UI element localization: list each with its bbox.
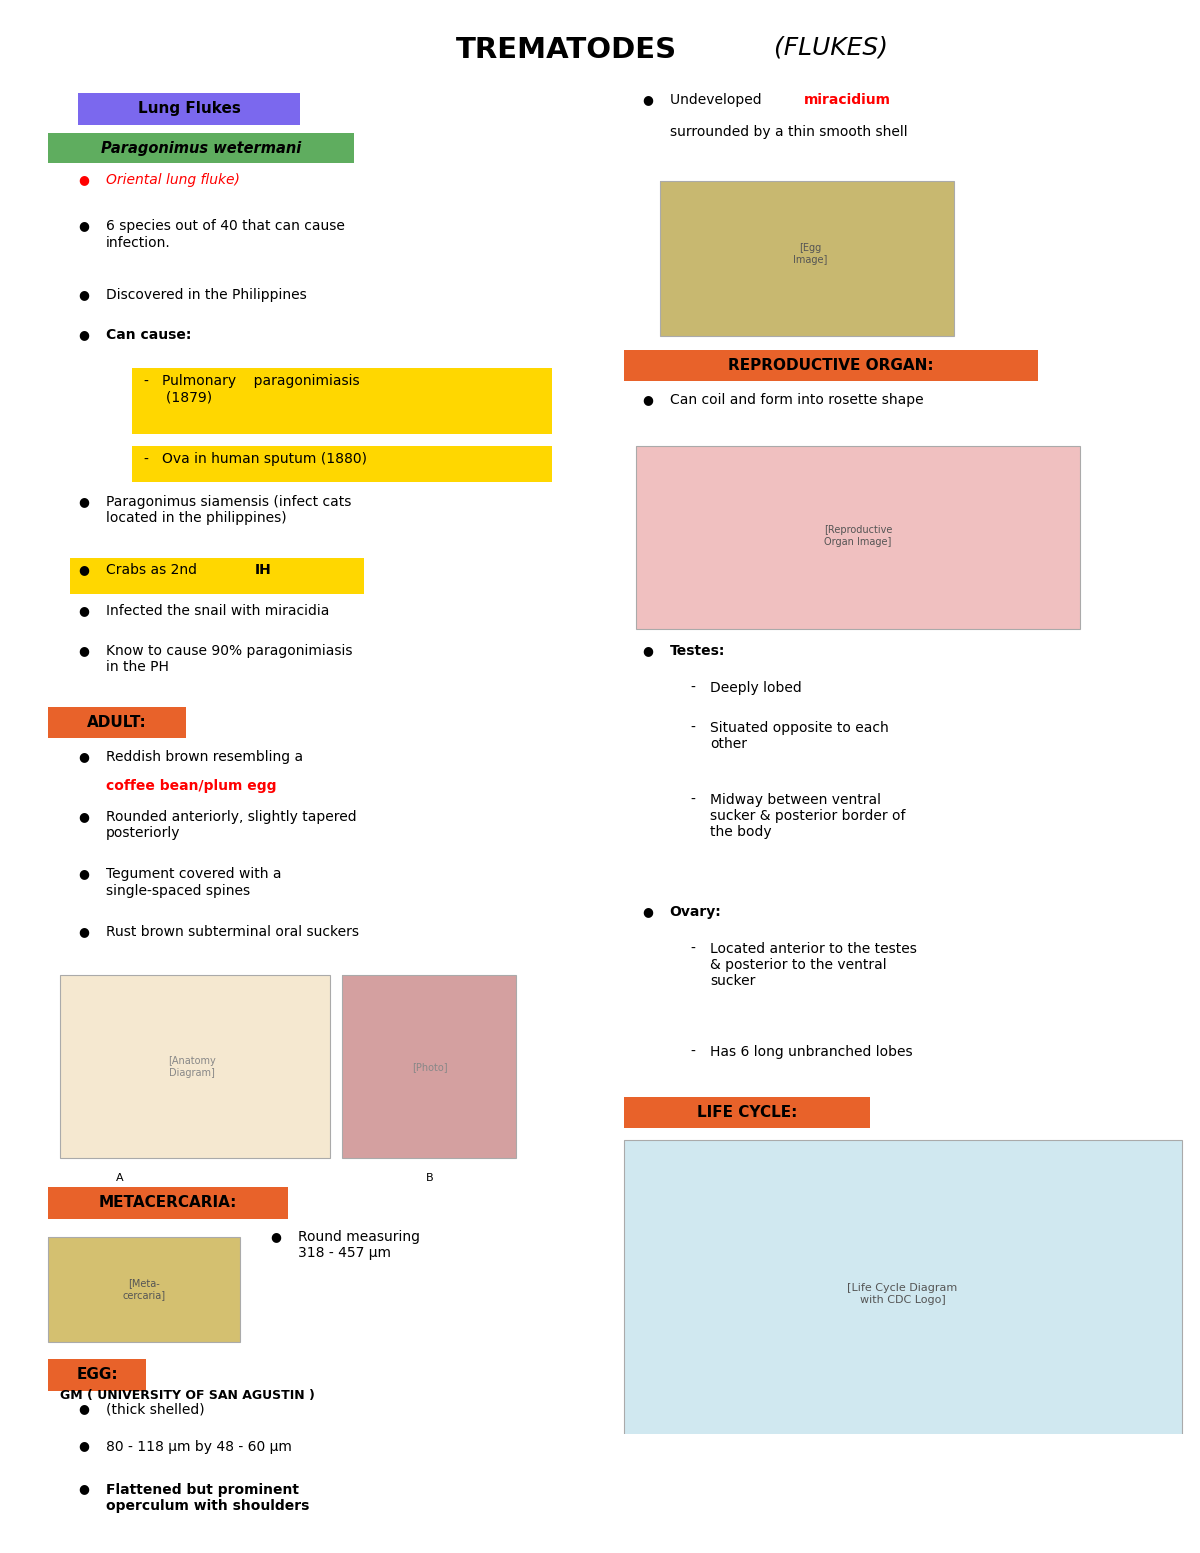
FancyBboxPatch shape <box>48 134 354 163</box>
Text: Paragonimus wetermani: Paragonimus wetermani <box>101 141 301 155</box>
Text: Testes:: Testes: <box>670 644 725 658</box>
Text: EGG:: EGG: <box>77 1368 118 1382</box>
Text: Infected the snail with miracidia: Infected the snail with miracidia <box>106 604 329 618</box>
Text: 80 - 118 μm by 48 - 60 μm: 80 - 118 μm by 48 - 60 μm <box>106 1440 292 1454</box>
Text: (thick shelled): (thick shelled) <box>106 1402 204 1416</box>
Text: -: - <box>690 682 695 696</box>
FancyBboxPatch shape <box>660 180 954 335</box>
Text: Paragonimus siamensis (infect cats
located in the philippines): Paragonimus siamensis (infect cats locat… <box>106 495 350 525</box>
Text: B: B <box>426 1173 433 1183</box>
Text: -: - <box>690 943 695 957</box>
Text: ●: ● <box>78 644 89 657</box>
Text: ●: ● <box>78 219 89 233</box>
FancyBboxPatch shape <box>624 1140 1182 1447</box>
Text: ●: ● <box>642 905 653 918</box>
Text: surrounded by a thin smooth shell: surrounded by a thin smooth shell <box>670 124 907 138</box>
Text: Discovered in the Philippines: Discovered in the Philippines <box>106 289 306 303</box>
FancyBboxPatch shape <box>48 1186 288 1219</box>
FancyBboxPatch shape <box>48 1238 240 1342</box>
Text: ●: ● <box>78 564 89 576</box>
Text: [Photo]: [Photo] <box>412 1062 448 1072</box>
Text: Ovary:: Ovary: <box>670 905 721 919</box>
Text: [Reproductive
Organ Image]: [Reproductive Organ Image] <box>824 525 892 547</box>
FancyBboxPatch shape <box>70 1477 520 1542</box>
Text: IH: IH <box>254 564 271 578</box>
FancyBboxPatch shape <box>70 558 364 593</box>
Text: Rounded anteriorly, slightly tapered
posteriorly: Rounded anteriorly, slightly tapered pos… <box>106 811 356 840</box>
FancyBboxPatch shape <box>60 975 330 1159</box>
Text: TREMATODES: TREMATODES <box>456 36 677 64</box>
Text: Know to cause 90% paragonimiasis
in the PH: Know to cause 90% paragonimiasis in the … <box>106 644 352 674</box>
FancyBboxPatch shape <box>132 446 552 481</box>
FancyBboxPatch shape <box>132 368 552 435</box>
Text: Reddish brown resembling a: Reddish brown resembling a <box>106 750 307 764</box>
FancyBboxPatch shape <box>78 93 300 124</box>
Text: LIFE CYCLE:: LIFE CYCLE: <box>697 1106 797 1120</box>
Text: ●: ● <box>642 393 653 405</box>
Text: [Life Cycle Diagram
with CDC Logo]: [Life Cycle Diagram with CDC Logo] <box>847 1283 958 1305</box>
Text: Situated opposite to each
other: Situated opposite to each other <box>710 721 889 752</box>
Text: ●: ● <box>78 811 89 823</box>
Text: Rust brown subterminal oral suckers: Rust brown subterminal oral suckers <box>106 924 359 938</box>
Text: ●: ● <box>78 1440 89 1452</box>
Text: Round measuring
318 - 457 μm: Round measuring 318 - 457 μm <box>298 1230 420 1261</box>
Text: [Egg
Image]: [Egg Image] <box>793 242 827 264</box>
Text: Oriental lung fluke): Oriental lung fluke) <box>106 174 240 188</box>
Text: Lung Flukes: Lung Flukes <box>138 101 240 116</box>
Text: [Anatomy
Diagram]: [Anatomy Diagram] <box>168 1056 216 1078</box>
Text: coffee bean/plum egg: coffee bean/plum egg <box>106 778 276 792</box>
FancyBboxPatch shape <box>624 1096 870 1129</box>
Text: Flattened but prominent
operculum with shoulders: Flattened but prominent operculum with s… <box>106 1483 308 1513</box>
Text: ●: ● <box>78 1402 89 1415</box>
Text: ●: ● <box>78 174 89 186</box>
Text: -: - <box>690 1045 695 1059</box>
Text: Located anterior to the testes
& posterior to the ventral
sucker: Located anterior to the testes & posteri… <box>710 943 917 988</box>
Text: (FLUKES): (FLUKES) <box>766 36 888 61</box>
Text: Deeply lobed: Deeply lobed <box>710 682 802 696</box>
Text: miracidium: miracidium <box>804 93 890 107</box>
Text: GM ( UNIVERSITY OF SAN AGUSTIN ): GM ( UNIVERSITY OF SAN AGUSTIN ) <box>60 1390 314 1402</box>
Text: ●: ● <box>78 750 89 763</box>
Text: ●: ● <box>78 604 89 617</box>
Text: ●: ● <box>78 289 89 301</box>
Text: ●: ● <box>78 328 89 342</box>
Text: ●: ● <box>78 924 89 938</box>
Text: ●: ● <box>642 93 653 106</box>
Text: 6 species out of 40 that can cause
infection.: 6 species out of 40 that can cause infec… <box>106 219 344 250</box>
Text: A: A <box>116 1173 124 1183</box>
FancyBboxPatch shape <box>342 975 516 1159</box>
FancyBboxPatch shape <box>636 446 1080 629</box>
Text: ●: ● <box>78 495 89 508</box>
Text: Tegument covered with a
single-spaced spines: Tegument covered with a single-spaced sp… <box>106 868 281 898</box>
Text: -   Ova in human sputum (1880): - Ova in human sputum (1880) <box>144 452 367 466</box>
Text: ●: ● <box>642 644 653 657</box>
Text: -   Pulmonary    paragonimiasis
     (1879): - Pulmonary paragonimiasis (1879) <box>144 374 360 404</box>
Text: REPRODUCTIVE ORGAN:: REPRODUCTIVE ORGAN: <box>728 359 934 373</box>
Text: Crabs as 2nd: Crabs as 2nd <box>106 564 200 578</box>
Text: ADULT:: ADULT: <box>88 714 146 730</box>
Text: ●: ● <box>270 1230 281 1242</box>
FancyBboxPatch shape <box>624 349 1038 382</box>
Text: -: - <box>690 721 695 735</box>
Text: Has 6 long unbranched lobes: Has 6 long unbranched lobes <box>710 1045 913 1059</box>
Text: Midway between ventral
sucker & posterior border of
the body: Midway between ventral sucker & posterio… <box>710 794 906 839</box>
Text: -: - <box>690 794 695 808</box>
FancyBboxPatch shape <box>48 1359 146 1391</box>
FancyBboxPatch shape <box>48 707 186 738</box>
Text: ●: ● <box>78 868 89 881</box>
Text: [Meta-
cercaria]: [Meta- cercaria] <box>122 1278 166 1300</box>
Text: Can cause:: Can cause: <box>106 328 191 342</box>
Text: Undeveloped: Undeveloped <box>670 93 766 107</box>
Text: Can coil and form into rosette shape: Can coil and form into rosette shape <box>670 393 923 407</box>
Text: ●: ● <box>78 1483 89 1496</box>
Text: METACERCARIA:: METACERCARIA: <box>98 1196 238 1210</box>
